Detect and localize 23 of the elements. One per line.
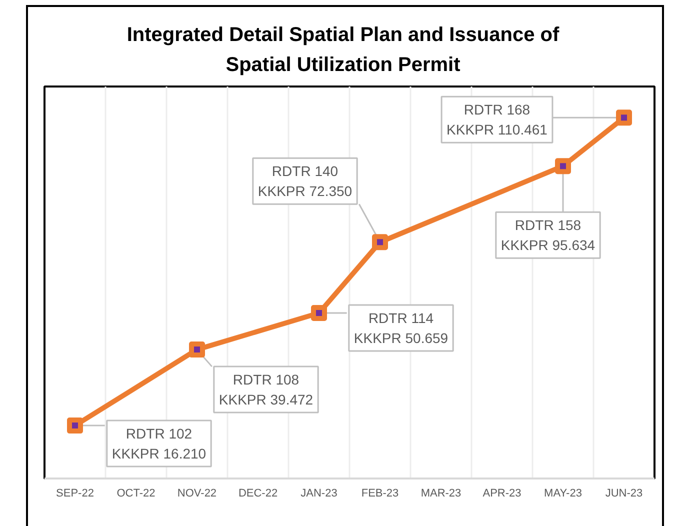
chart-title: Integrated Detail Spatial Plan and Issuance of Spatial Utilization Permit: [126, 23, 560, 78]
data-label: RDTR 158 KKKPR 95.634: [500, 217, 596, 254]
x-tick-label: MAR-23: [420, 488, 462, 500]
data-label: RDTR 114 KKKPR 50.659: [354, 310, 448, 346]
point: [311, 305, 327, 322]
x-tick-label: NOV-22: [177, 488, 217, 500]
x-tick-label: FEB-23: [361, 488, 399, 500]
x-tick-label: APR-23: [482, 488, 522, 500]
x-tick-label: SEP-22: [56, 488, 94, 500]
data-label: RDTR 168 KKKPR 110.461: [446, 102, 548, 138]
point: [555, 158, 571, 174]
point: [189, 342, 205, 358]
x-tick-label: MAY-23: [544, 488, 582, 500]
x-tick-label: OCT-22: [116, 488, 156, 500]
x-tick-label: JUN-23: [605, 488, 643, 500]
point: [67, 418, 83, 434]
data-label: RDTR 140 KKKPR 72.350: [258, 163, 352, 200]
data-label: RDTR 102 KKKPR 16.210: [112, 426, 206, 462]
x-tick-label: DEC-22: [238, 488, 278, 500]
point: [616, 110, 632, 126]
point: [372, 234, 388, 250]
data-label: RDTR 108 KKKPR 39.472: [218, 372, 314, 408]
x-tick-label: JAN-23: [300, 488, 338, 500]
